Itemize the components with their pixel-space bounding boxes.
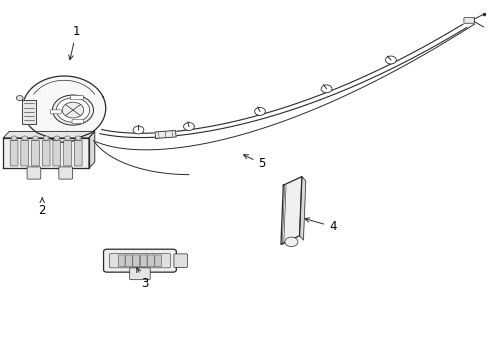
FancyBboxPatch shape [10, 140, 18, 166]
Polygon shape [3, 138, 89, 168]
Circle shape [52, 95, 94, 125]
Polygon shape [23, 76, 106, 142]
FancyBboxPatch shape [140, 255, 147, 266]
FancyBboxPatch shape [74, 140, 82, 166]
FancyBboxPatch shape [103, 249, 176, 272]
Text: 2: 2 [39, 198, 46, 217]
Circle shape [62, 102, 84, 118]
Circle shape [43, 136, 49, 140]
Text: 3: 3 [137, 268, 148, 291]
Circle shape [54, 136, 60, 140]
FancyBboxPatch shape [31, 140, 39, 166]
FancyBboxPatch shape [130, 268, 150, 280]
FancyBboxPatch shape [53, 140, 61, 166]
Text: 4: 4 [305, 218, 337, 233]
FancyBboxPatch shape [71, 95, 83, 100]
FancyBboxPatch shape [21, 140, 29, 166]
FancyBboxPatch shape [155, 255, 162, 266]
Polygon shape [89, 131, 95, 168]
Circle shape [285, 237, 298, 247]
FancyBboxPatch shape [64, 140, 72, 166]
Circle shape [321, 85, 332, 93]
FancyBboxPatch shape [174, 254, 188, 267]
FancyBboxPatch shape [118, 255, 125, 266]
FancyBboxPatch shape [27, 167, 41, 179]
FancyBboxPatch shape [125, 255, 132, 266]
FancyBboxPatch shape [133, 255, 140, 266]
Circle shape [255, 108, 266, 115]
FancyBboxPatch shape [464, 18, 475, 23]
Circle shape [133, 126, 144, 134]
Circle shape [56, 98, 90, 122]
FancyBboxPatch shape [147, 255, 154, 266]
Circle shape [22, 136, 28, 140]
Circle shape [75, 136, 81, 140]
Text: 1: 1 [69, 25, 80, 60]
Polygon shape [155, 130, 176, 139]
Text: 5: 5 [244, 155, 266, 170]
Circle shape [386, 56, 396, 64]
FancyBboxPatch shape [50, 110, 61, 114]
Polygon shape [3, 131, 95, 138]
Polygon shape [281, 177, 302, 244]
Circle shape [11, 136, 17, 140]
Circle shape [32, 136, 38, 140]
Circle shape [16, 95, 23, 100]
FancyBboxPatch shape [42, 140, 50, 166]
Polygon shape [299, 177, 306, 240]
Circle shape [65, 136, 71, 140]
Circle shape [184, 123, 195, 130]
FancyBboxPatch shape [59, 167, 73, 179]
FancyBboxPatch shape [72, 120, 84, 123]
FancyBboxPatch shape [109, 253, 171, 268]
Polygon shape [22, 100, 36, 123]
